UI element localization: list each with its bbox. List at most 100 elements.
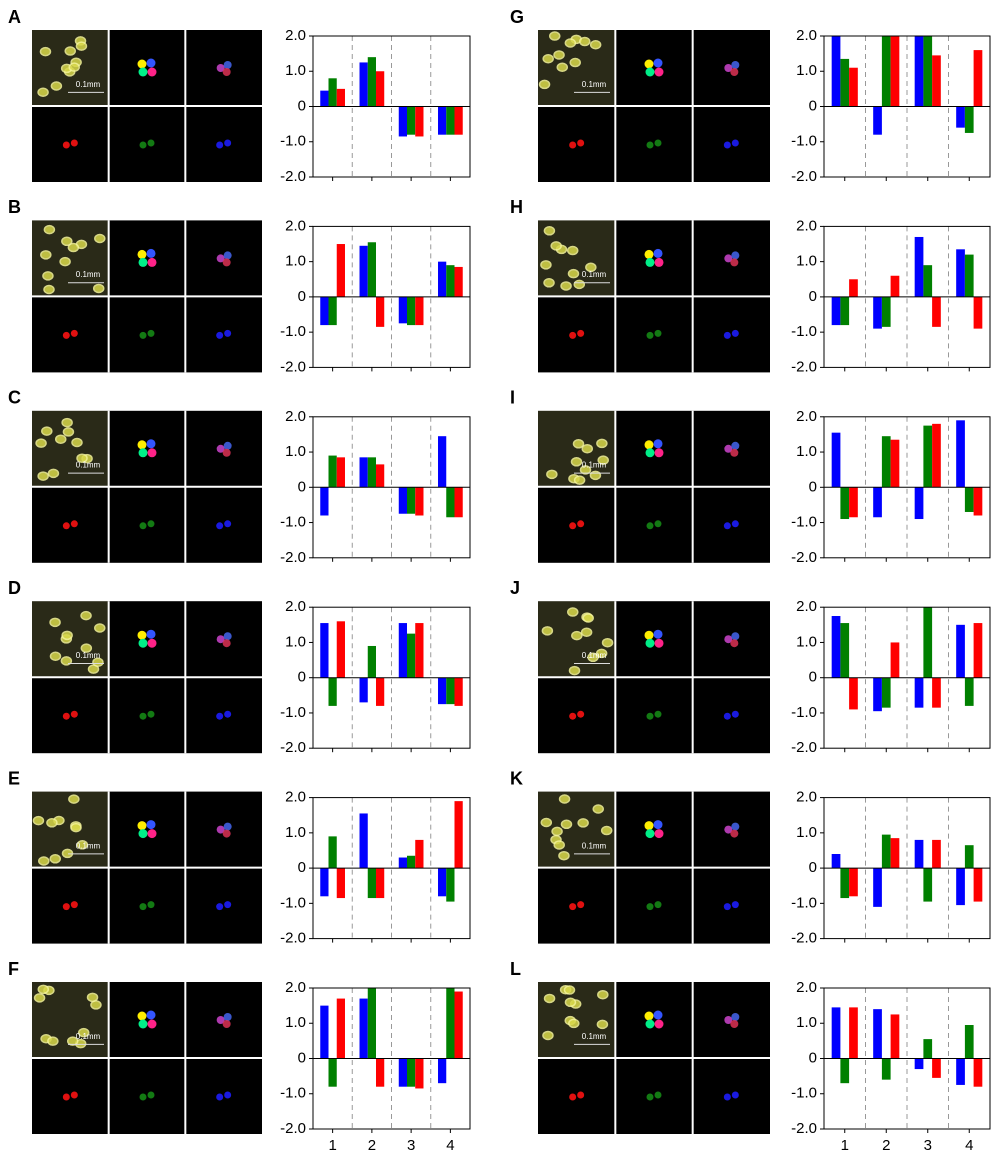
scale-label: 0.1mm [582, 1032, 607, 1041]
cell-dot [138, 631, 147, 640]
bar [360, 813, 368, 868]
micrograph-tile [32, 677, 109, 753]
bar [337, 244, 345, 297]
y-tick-label: -2.0 [791, 739, 817, 756]
cell-dot [569, 903, 576, 910]
y-tick-label: 0 [809, 288, 817, 305]
cell [554, 841, 564, 849]
bar [454, 267, 462, 297]
y-tick-label: -1.0 [791, 133, 817, 150]
cell [42, 427, 52, 435]
panel-letter: H [510, 197, 523, 217]
cell [48, 1037, 58, 1045]
cell-dot [730, 639, 738, 647]
bar [923, 426, 932, 488]
bar [446, 678, 454, 704]
bar [399, 623, 407, 678]
cell-dot [731, 823, 739, 831]
cell-dot [148, 258, 157, 267]
y-tick-label: 1.0 [285, 824, 306, 841]
bar [407, 487, 415, 513]
bar [915, 678, 924, 708]
cell-dot [645, 250, 654, 259]
cell [38, 472, 48, 480]
micrograph-tile [32, 296, 109, 372]
micrograph-tile [615, 220, 692, 296]
cell-dot [224, 901, 231, 908]
cell [545, 994, 555, 1002]
y-tick-label: 1.0 [796, 443, 817, 460]
bar [923, 868, 932, 901]
bar [873, 868, 882, 907]
cell-dot [569, 1094, 576, 1101]
cell [541, 261, 551, 269]
y-tick-label: -1.0 [280, 514, 306, 531]
bar [407, 107, 415, 135]
cell-dot [148, 330, 155, 337]
cell [602, 827, 612, 835]
cell-dot [224, 1092, 231, 1099]
bar [454, 992, 462, 1059]
panel-letter: A [8, 7, 21, 27]
cell [593, 805, 603, 813]
cell [583, 614, 593, 622]
micrograph-tile [32, 868, 109, 944]
cell-dot [645, 631, 654, 640]
cell-dot [655, 520, 662, 527]
cell-dot [140, 142, 147, 149]
cell [95, 624, 105, 632]
cell [554, 51, 564, 59]
panel-letter: E [8, 768, 20, 788]
bar [932, 297, 941, 327]
cell-dot [224, 251, 232, 259]
cell [597, 1020, 607, 1028]
bar [399, 297, 407, 323]
cell-dot [148, 448, 157, 457]
cell [561, 282, 571, 290]
bar [337, 89, 345, 107]
bar [407, 634, 415, 678]
bar [832, 433, 841, 488]
bar [376, 1059, 384, 1087]
micrograph-tile [538, 296, 615, 372]
cell-dot [223, 68, 231, 76]
cell-dot [138, 60, 147, 69]
cell [50, 652, 60, 660]
cell-dot [569, 713, 576, 720]
micrograph-tile [32, 106, 109, 182]
y-tick-label: 1.0 [796, 253, 817, 270]
bar [454, 801, 462, 868]
cell-dot [731, 1013, 739, 1021]
bar [368, 988, 376, 1059]
bar [438, 678, 446, 704]
x-tick-label: 3 [407, 1137, 415, 1154]
bar [446, 487, 454, 517]
bar [320, 297, 328, 325]
bar [376, 678, 384, 706]
bar [974, 297, 983, 329]
x-tick-label: 4 [965, 1137, 973, 1154]
panel-letter: L [510, 959, 521, 979]
cell-dot [732, 901, 739, 908]
bar [832, 616, 841, 678]
cell [561, 820, 571, 828]
bar [446, 265, 454, 297]
cell-dot [655, 448, 664, 457]
cell [572, 458, 582, 466]
bar [882, 1059, 891, 1080]
bar [454, 487, 462, 517]
cell-dot [645, 821, 654, 830]
cell-dot [577, 140, 584, 147]
bar [873, 107, 882, 135]
micrograph-tile [615, 792, 692, 868]
y-tick-label: -2.0 [791, 358, 817, 375]
bar [329, 678, 337, 706]
cell-dot [147, 1011, 156, 1020]
y-tick-label: -1.0 [280, 1085, 306, 1102]
cell-dot [655, 901, 662, 908]
bar [840, 297, 849, 325]
bar [956, 1059, 965, 1085]
cell-dot [148, 711, 155, 718]
cell-dot [647, 332, 654, 339]
cell-dot [731, 632, 739, 640]
